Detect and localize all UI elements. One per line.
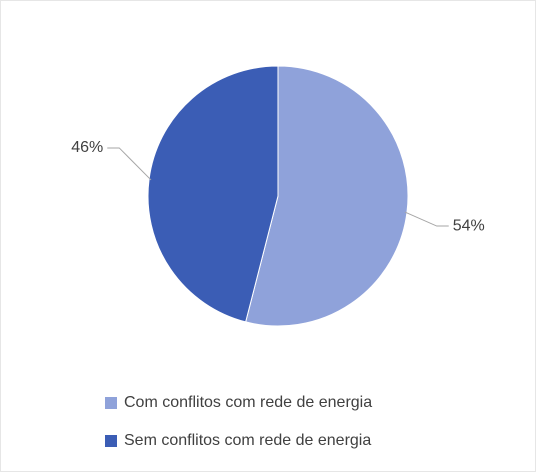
pie-slice bbox=[147, 65, 279, 323]
legend-label: Com conflitos com rede de energia bbox=[124, 394, 372, 411]
data-label: 46% bbox=[71, 139, 103, 156]
legend-swatch bbox=[105, 435, 117, 447]
leader-line bbox=[404, 211, 449, 227]
pie-slice bbox=[245, 65, 409, 327]
legend-swatch bbox=[105, 397, 117, 409]
data-label: 54% bbox=[453, 217, 485, 234]
legend-label: Sem conflitos com rede de energia bbox=[124, 432, 371, 449]
leader-line bbox=[107, 147, 152, 181]
